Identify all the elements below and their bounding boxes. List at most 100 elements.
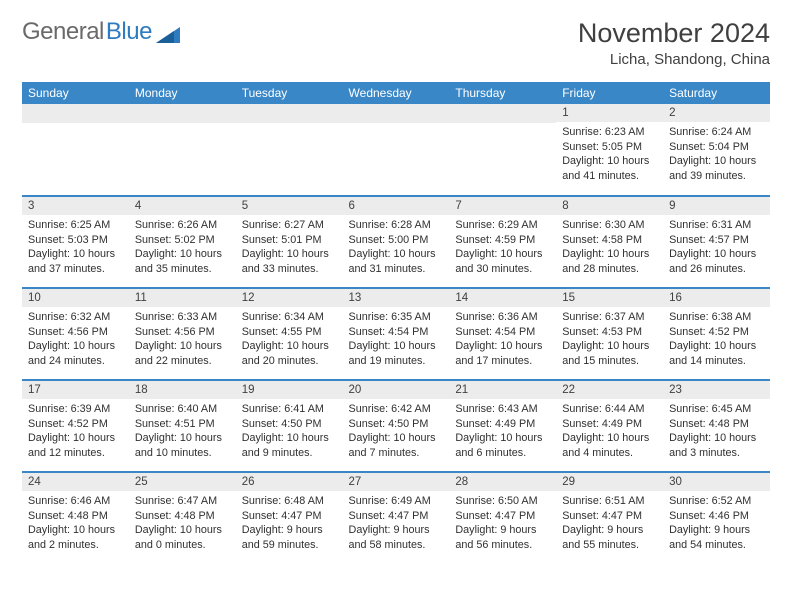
day-details: Sunrise: 6:26 AMSunset: 5:02 PMDaylight:… bbox=[129, 215, 236, 278]
day-details: Sunrise: 6:43 AMSunset: 4:49 PMDaylight:… bbox=[449, 399, 556, 462]
calendar-week-row: 3Sunrise: 6:25 AMSunset: 5:03 PMDaylight… bbox=[22, 196, 770, 288]
day-details: Sunrise: 6:45 AMSunset: 4:48 PMDaylight:… bbox=[663, 399, 770, 462]
day-details: Sunrise: 6:35 AMSunset: 4:54 PMDaylight:… bbox=[343, 307, 450, 370]
calendar-cell bbox=[129, 104, 236, 196]
sunrise-text: Sunrise: 6:31 AM bbox=[669, 218, 766, 233]
sunrise-text: Sunrise: 6:48 AM bbox=[242, 494, 339, 509]
sunrise-text: Sunrise: 6:37 AM bbox=[562, 310, 659, 325]
daylight-text: Daylight: 10 hours and 9 minutes. bbox=[242, 431, 339, 460]
sunset-text: Sunset: 5:00 PM bbox=[349, 233, 446, 248]
day-details: Sunrise: 6:27 AMSunset: 5:01 PMDaylight:… bbox=[236, 215, 343, 278]
day-number: 29 bbox=[556, 473, 663, 491]
logo-text-1: General bbox=[22, 18, 104, 46]
sunset-text: Sunset: 4:51 PM bbox=[135, 417, 232, 432]
calendar-cell: 16Sunrise: 6:38 AMSunset: 4:52 PMDayligh… bbox=[663, 288, 770, 380]
sunrise-text: Sunrise: 6:23 AM bbox=[562, 125, 659, 140]
sunrise-text: Sunrise: 6:40 AM bbox=[135, 402, 232, 417]
month-title: November 2024 bbox=[578, 18, 770, 49]
day-details: Sunrise: 6:52 AMSunset: 4:46 PMDaylight:… bbox=[663, 491, 770, 554]
day-number: 8 bbox=[556, 197, 663, 215]
calendar-cell: 25Sunrise: 6:47 AMSunset: 4:48 PMDayligh… bbox=[129, 472, 236, 564]
calendar-cell: 7Sunrise: 6:29 AMSunset: 4:59 PMDaylight… bbox=[449, 196, 556, 288]
sunset-text: Sunset: 4:58 PM bbox=[562, 233, 659, 248]
day-details: Sunrise: 6:42 AMSunset: 4:50 PMDaylight:… bbox=[343, 399, 450, 462]
calendar-cell: 4Sunrise: 6:26 AMSunset: 5:02 PMDaylight… bbox=[129, 196, 236, 288]
day-number: 4 bbox=[129, 197, 236, 215]
daylight-text: Daylight: 10 hours and 0 minutes. bbox=[135, 523, 232, 552]
sunset-text: Sunset: 4:48 PM bbox=[28, 509, 125, 524]
day-number: 5 bbox=[236, 197, 343, 215]
sunrise-text: Sunrise: 6:25 AM bbox=[28, 218, 125, 233]
calendar-cell: 2Sunrise: 6:24 AMSunset: 5:04 PMDaylight… bbox=[663, 104, 770, 196]
calendar-cell: 6Sunrise: 6:28 AMSunset: 5:00 PMDaylight… bbox=[343, 196, 450, 288]
sunset-text: Sunset: 4:47 PM bbox=[455, 509, 552, 524]
sunset-text: Sunset: 5:05 PM bbox=[562, 140, 659, 155]
calendar-cell: 26Sunrise: 6:48 AMSunset: 4:47 PMDayligh… bbox=[236, 472, 343, 564]
daylight-text: Daylight: 10 hours and 19 minutes. bbox=[349, 339, 446, 368]
day-number: 22 bbox=[556, 381, 663, 399]
day-header-row: Sunday Monday Tuesday Wednesday Thursday… bbox=[22, 82, 770, 104]
day-details: Sunrise: 6:50 AMSunset: 4:47 PMDaylight:… bbox=[449, 491, 556, 554]
calendar-cell bbox=[449, 104, 556, 196]
sunrise-text: Sunrise: 6:50 AM bbox=[455, 494, 552, 509]
sunrise-text: Sunrise: 6:45 AM bbox=[669, 402, 766, 417]
daylight-text: Daylight: 10 hours and 10 minutes. bbox=[135, 431, 232, 460]
day-number: 21 bbox=[449, 381, 556, 399]
calendar-week-row: 1Sunrise: 6:23 AMSunset: 5:05 PMDaylight… bbox=[22, 104, 770, 196]
day-number: 30 bbox=[663, 473, 770, 491]
day-number bbox=[449, 104, 556, 123]
day-number: 26 bbox=[236, 473, 343, 491]
calendar-cell bbox=[22, 104, 129, 196]
calendar-cell: 29Sunrise: 6:51 AMSunset: 4:47 PMDayligh… bbox=[556, 472, 663, 564]
sunrise-text: Sunrise: 6:49 AM bbox=[349, 494, 446, 509]
calendar-cell: 8Sunrise: 6:30 AMSunset: 4:58 PMDaylight… bbox=[556, 196, 663, 288]
sunset-text: Sunset: 4:53 PM bbox=[562, 325, 659, 340]
day-number: 24 bbox=[22, 473, 129, 491]
day-number bbox=[129, 104, 236, 123]
sunset-text: Sunset: 4:54 PM bbox=[455, 325, 552, 340]
calendar-cell: 3Sunrise: 6:25 AMSunset: 5:03 PMDaylight… bbox=[22, 196, 129, 288]
daylight-text: Daylight: 10 hours and 17 minutes. bbox=[455, 339, 552, 368]
sunrise-text: Sunrise: 6:29 AM bbox=[455, 218, 552, 233]
day-number: 7 bbox=[449, 197, 556, 215]
day-number: 28 bbox=[449, 473, 556, 491]
day-number: 6 bbox=[343, 197, 450, 215]
calendar-cell: 15Sunrise: 6:37 AMSunset: 4:53 PMDayligh… bbox=[556, 288, 663, 380]
sunset-text: Sunset: 5:01 PM bbox=[242, 233, 339, 248]
daylight-text: Daylight: 10 hours and 4 minutes. bbox=[562, 431, 659, 460]
calendar-week-row: 10Sunrise: 6:32 AMSunset: 4:56 PMDayligh… bbox=[22, 288, 770, 380]
daylight-text: Daylight: 10 hours and 26 minutes. bbox=[669, 247, 766, 276]
sunrise-text: Sunrise: 6:28 AM bbox=[349, 218, 446, 233]
day-details: Sunrise: 6:24 AMSunset: 5:04 PMDaylight:… bbox=[663, 122, 770, 185]
sunset-text: Sunset: 4:49 PM bbox=[455, 417, 552, 432]
logo: GeneralBlue bbox=[22, 18, 180, 46]
calendar-cell: 28Sunrise: 6:50 AMSunset: 4:47 PMDayligh… bbox=[449, 472, 556, 564]
day-details: Sunrise: 6:40 AMSunset: 4:51 PMDaylight:… bbox=[129, 399, 236, 462]
calendar-cell: 18Sunrise: 6:40 AMSunset: 4:51 PMDayligh… bbox=[129, 380, 236, 472]
day-details: Sunrise: 6:47 AMSunset: 4:48 PMDaylight:… bbox=[129, 491, 236, 554]
day-details: Sunrise: 6:29 AMSunset: 4:59 PMDaylight:… bbox=[449, 215, 556, 278]
location-text: Licha, Shandong, China bbox=[578, 51, 770, 68]
sunrise-text: Sunrise: 6:35 AM bbox=[349, 310, 446, 325]
calendar-cell: 23Sunrise: 6:45 AMSunset: 4:48 PMDayligh… bbox=[663, 380, 770, 472]
day-header: Friday bbox=[556, 82, 663, 104]
daylight-text: Daylight: 9 hours and 56 minutes. bbox=[455, 523, 552, 552]
sunset-text: Sunset: 4:48 PM bbox=[135, 509, 232, 524]
day-header: Thursday bbox=[449, 82, 556, 104]
sunrise-text: Sunrise: 6:32 AM bbox=[28, 310, 125, 325]
sunset-text: Sunset: 4:49 PM bbox=[562, 417, 659, 432]
sunset-text: Sunset: 4:50 PM bbox=[242, 417, 339, 432]
sunrise-text: Sunrise: 6:47 AM bbox=[135, 494, 232, 509]
calendar-cell: 1Sunrise: 6:23 AMSunset: 5:05 PMDaylight… bbox=[556, 104, 663, 196]
day-details: Sunrise: 6:28 AMSunset: 5:00 PMDaylight:… bbox=[343, 215, 450, 278]
sunset-text: Sunset: 4:55 PM bbox=[242, 325, 339, 340]
daylight-text: Daylight: 10 hours and 24 minutes. bbox=[28, 339, 125, 368]
day-details: Sunrise: 6:30 AMSunset: 4:58 PMDaylight:… bbox=[556, 215, 663, 278]
day-details: Sunrise: 6:46 AMSunset: 4:48 PMDaylight:… bbox=[22, 491, 129, 554]
day-number: 11 bbox=[129, 289, 236, 307]
sunrise-text: Sunrise: 6:33 AM bbox=[135, 310, 232, 325]
calendar-page: GeneralBlue November 2024 Licha, Shandon… bbox=[0, 0, 792, 582]
calendar-cell: 20Sunrise: 6:42 AMSunset: 4:50 PMDayligh… bbox=[343, 380, 450, 472]
day-number: 12 bbox=[236, 289, 343, 307]
sunrise-text: Sunrise: 6:38 AM bbox=[669, 310, 766, 325]
